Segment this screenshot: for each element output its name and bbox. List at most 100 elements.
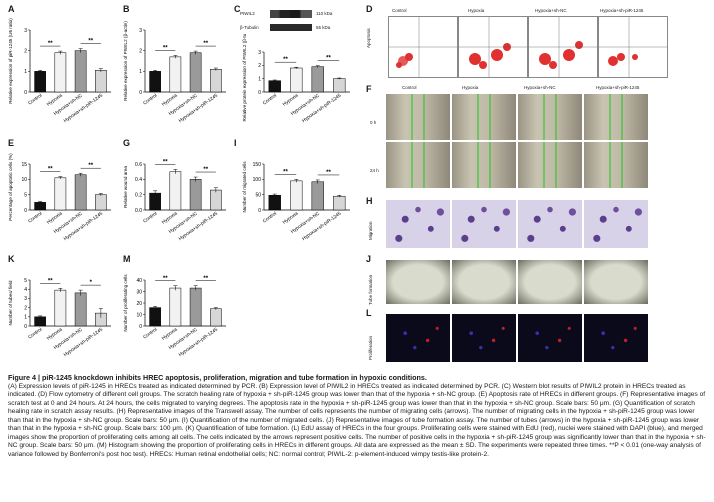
- category-label: Control: [142, 93, 158, 107]
- bar: [333, 78, 346, 93]
- y-tick-label: 5: [24, 278, 27, 284]
- y-axis-label: Relative wound area: [123, 166, 128, 208]
- sig-marker: **: [203, 167, 208, 173]
- scratch-image-r0-c1: [452, 94, 516, 140]
- blot-band-piwil2: [270, 10, 312, 18]
- bar: [54, 177, 67, 211]
- y-tick-label: 0.2: [135, 192, 142, 198]
- caption-title: Figure 4 | piR-1245 knockdown inhibits H…: [8, 373, 427, 382]
- bar: [311, 66, 324, 93]
- y-tick-label: 0: [24, 90, 27, 96]
- sig-marker: **: [48, 278, 53, 284]
- col-label-d-control: Control: [392, 8, 407, 13]
- chart-c: 0 1 2 3 Relative protein expression of PIWIL…: [242, 34, 350, 124]
- bar: [210, 189, 222, 211]
- bar: [34, 71, 46, 93]
- chart-b: 0 1 2 3 Relative expression of PIWIL2 (β-act…: [123, 21, 226, 124]
- bar: [54, 289, 67, 327]
- y-tick-label: 5: [24, 192, 27, 198]
- y-tick-label: 4: [24, 287, 27, 293]
- scratch-image-r1-c2: [518, 142, 582, 188]
- scratch-image-r0-c2: [518, 94, 582, 140]
- sig-marker: **: [163, 45, 168, 51]
- y-tick-label: 1: [258, 76, 261, 82]
- category-label: Control: [27, 327, 43, 341]
- y-axis-label: Percentage of apoptotic cells (%): [8, 153, 13, 221]
- blot-label-piwil2: PIWIL2: [240, 11, 255, 16]
- flow-plot-shnc: [528, 16, 598, 78]
- category-label: Hypoxia: [282, 211, 300, 226]
- y-tick-label: 1: [24, 315, 27, 321]
- y-tick-label: 1: [24, 69, 27, 75]
- y-axis-label: Relative protein expression of PIWIL2 (β…: [242, 34, 247, 121]
- bar: [169, 56, 182, 93]
- edu-shnc: [518, 314, 582, 362]
- row-label-apoptosis: Apoptosis: [366, 28, 371, 48]
- y-tick-label: 3: [24, 28, 27, 34]
- blot-label-tubulin: β-Tubulin: [240, 25, 259, 30]
- y-tick-label: 30: [136, 289, 142, 295]
- col-label-f-shpir: Hypoxia+sh-piR-1245: [596, 85, 640, 90]
- row-label-tube: Tube formation: [368, 274, 373, 305]
- flow-plot-control: [388, 16, 458, 78]
- y-tick-label: 2: [24, 48, 27, 54]
- y-tick-label: 2: [258, 63, 261, 69]
- sig-marker: **: [203, 276, 208, 282]
- edu-hypoxia: [452, 314, 516, 362]
- tube-shnc: [518, 260, 582, 304]
- col-label-d-hypoxia: Hypoxia: [468, 8, 485, 13]
- y-tick-label: 10: [136, 312, 142, 318]
- bar: [268, 195, 281, 211]
- y-tick-label: 150: [253, 162, 262, 168]
- category-label: Control: [262, 93, 278, 107]
- panel-label-i: I: [234, 138, 237, 148]
- bar: [74, 50, 87, 93]
- y-tick-label: 20: [136, 301, 142, 307]
- row-label-0h: 0 h: [370, 120, 377, 125]
- bar: [290, 180, 303, 211]
- category-label: Control: [27, 211, 43, 225]
- bar: [74, 292, 87, 327]
- row-label-migration: Migration: [368, 221, 373, 240]
- y-tick-label: 1: [139, 69, 142, 75]
- scratch-image-r0-c0: [386, 94, 450, 140]
- scratch-image-r1-c3: [584, 142, 648, 188]
- category-label: Hypoxia: [161, 327, 179, 342]
- category-label: Hypoxia: [46, 211, 64, 226]
- sig-marker: **: [326, 56, 331, 62]
- tube-hypoxia: [452, 260, 516, 304]
- bar: [210, 308, 222, 327]
- category-label: Control: [142, 211, 158, 225]
- bar: [149, 192, 161, 211]
- bar: [169, 171, 182, 211]
- bar: [210, 69, 222, 93]
- category-label: Hypoxia: [46, 93, 64, 108]
- y-tick-label: 0.4: [135, 177, 142, 183]
- sig-marker: **: [326, 170, 331, 176]
- chart-i: 0 50 100 150 Number of migrated cells Control…: [242, 161, 350, 243]
- col-label-d-shnc: Hypoxia+sh-NC: [535, 8, 567, 13]
- bar: [169, 287, 182, 327]
- chart-m: 0 10 20 30 40 Number of proliferating cells Co…: [123, 274, 226, 358]
- panel-label-g: G: [123, 138, 131, 148]
- y-tick-label: 0: [139, 90, 142, 96]
- y-tick-label: 50: [255, 192, 261, 198]
- y-tick-label: 0: [258, 90, 261, 96]
- chart-a: 0 1 2 3 Relative expression of piR-1245 (U6 …: [8, 18, 111, 124]
- sig-marker: **: [203, 41, 208, 47]
- chart-g: 0.0 0.2 0.4 0.6 Relative wound area Control Hy…: [123, 159, 226, 242]
- y-axis-label: Relative expression of PIWIL2 (β-actin): [123, 21, 128, 101]
- flow-plot-shpir: [598, 16, 668, 78]
- category-label: Hypoxia+sh-piR-1245: [301, 211, 343, 243]
- panel-label-h: H: [366, 196, 373, 206]
- y-tick-label: 0: [24, 208, 27, 214]
- sig-marker: *: [90, 280, 93, 286]
- category-label: Control: [262, 211, 278, 225]
- y-tick-label: 15: [21, 162, 27, 168]
- y-tick-label: 3: [139, 28, 142, 34]
- panel-label-l: L: [366, 308, 372, 318]
- y-axis-label: Number of migrated cells: [242, 161, 247, 213]
- bar: [95, 194, 107, 211]
- caption-body: (A) Expression levels of piR-1245 in HRE…: [8, 382, 706, 458]
- sig-marker: **: [48, 167, 53, 173]
